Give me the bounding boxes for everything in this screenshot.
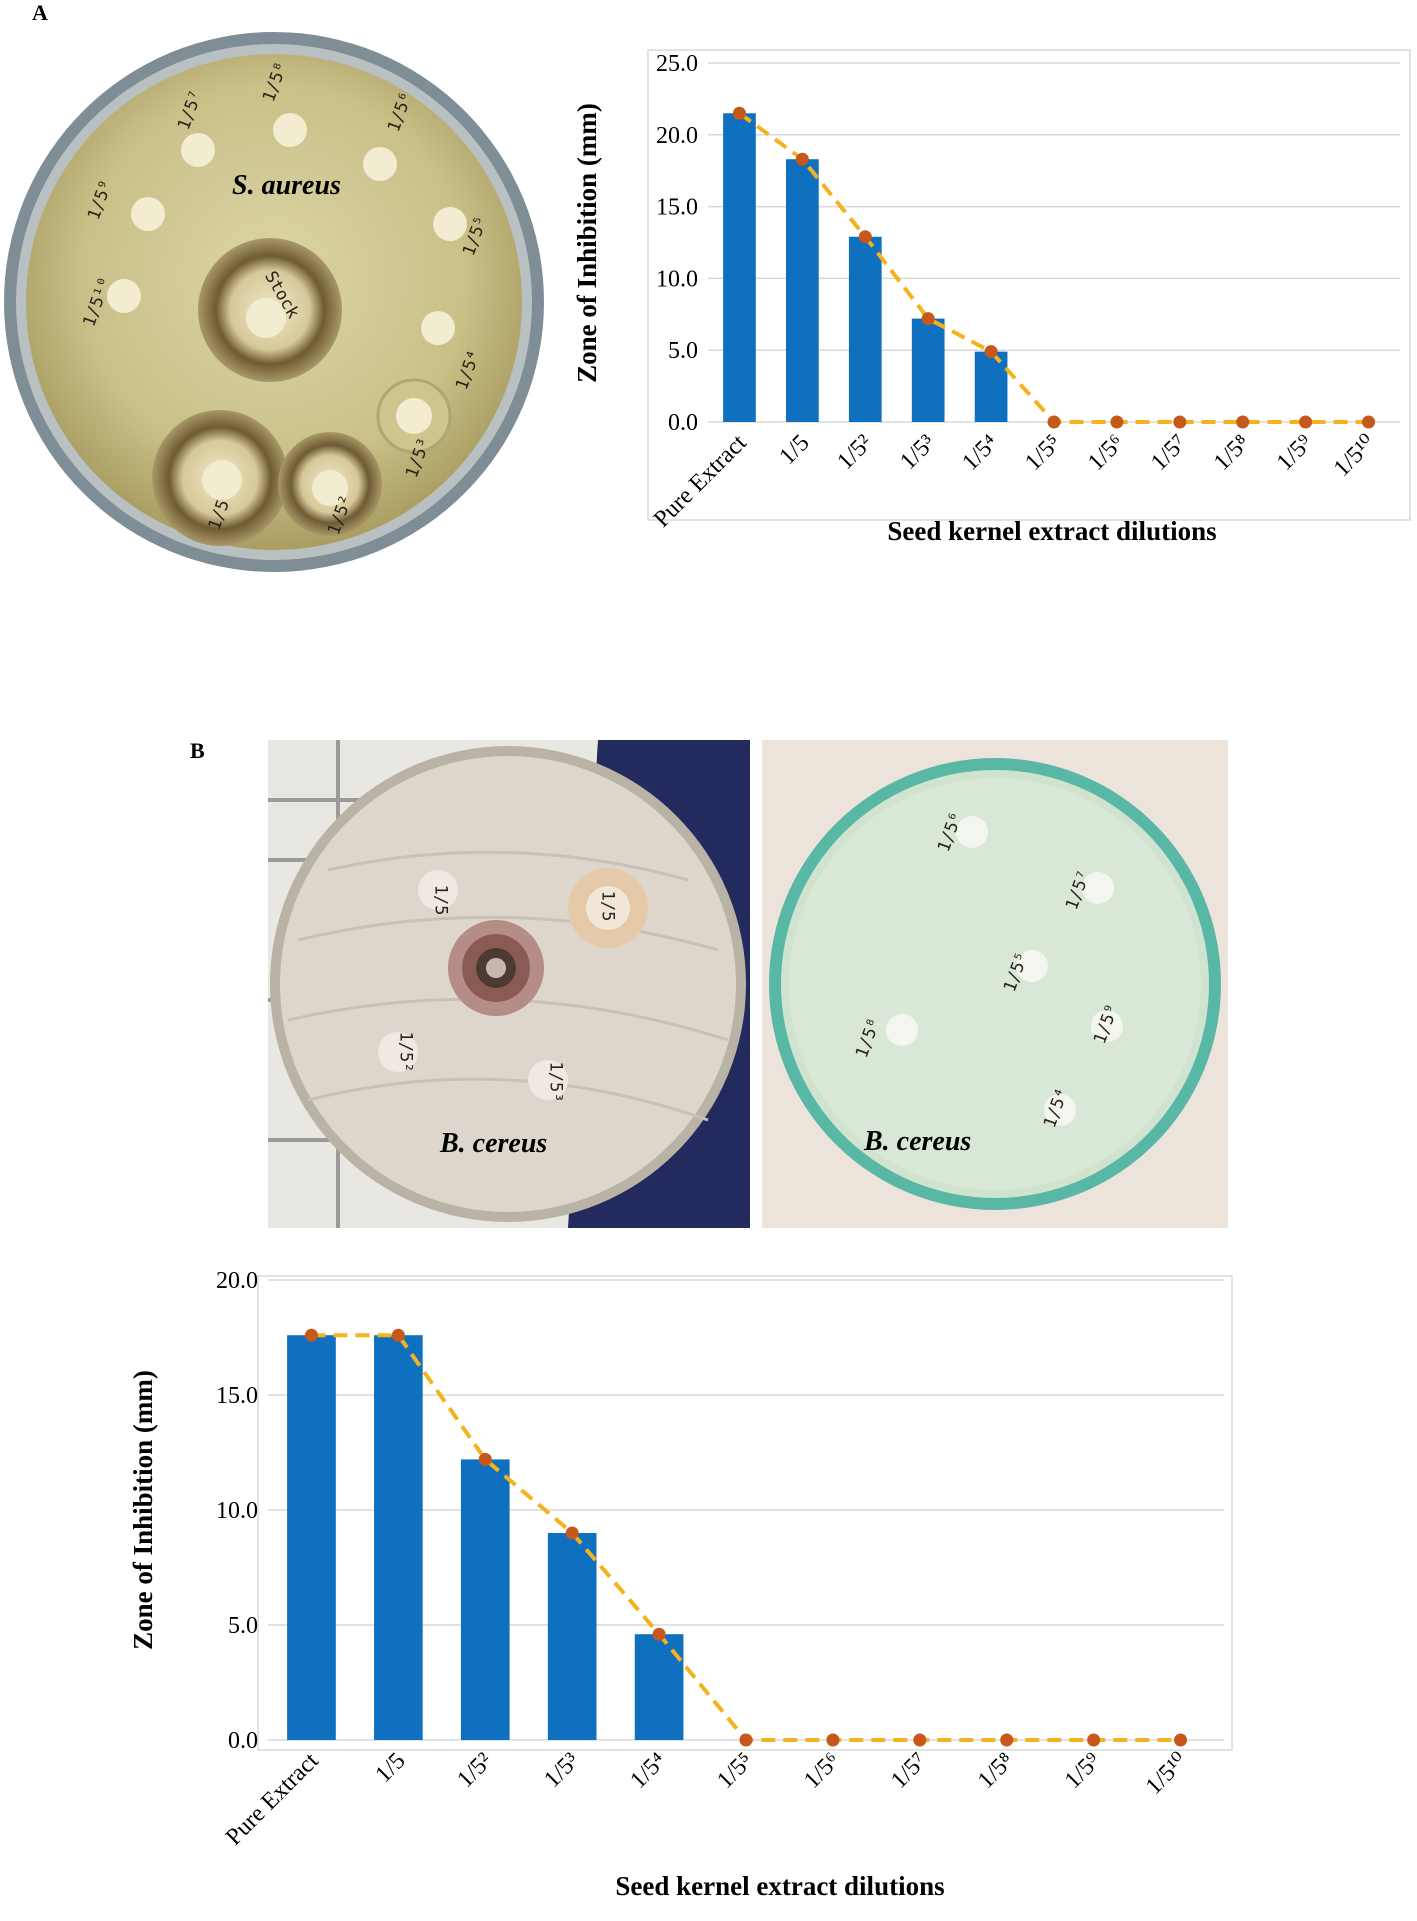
trend-marker (921, 312, 935, 326)
y-tick-label: 20.0 (216, 1268, 258, 1294)
x-tick-label: 1/5⁶ (799, 1748, 845, 1794)
trend-marker (565, 1526, 579, 1540)
x-tick-label: 1/5 (775, 430, 815, 470)
bar (374, 1335, 423, 1740)
bar (634, 1634, 684, 1740)
x-tick-label: 1/5⁹ (1272, 430, 1318, 476)
paper-discs (107, 113, 467, 506)
trend-marker (795, 152, 809, 166)
panel-b-letter: B (190, 738, 205, 763)
x-tick-label: 1/5⁶ (1083, 430, 1129, 476)
x-tick-label: 1/5⁸ (1209, 430, 1255, 476)
plot-frame (647, 49, 1411, 521)
bar (287, 1335, 336, 1740)
y-tick-label: 25.0 (656, 51, 698, 77)
bar (848, 236, 882, 422)
trend-marker (652, 1627, 666, 1641)
y-tick-label: 5.0 (228, 1613, 258, 1639)
x-tick-label: 1/5⁸ (973, 1748, 1019, 1794)
trend-marker (391, 1328, 405, 1342)
bar (974, 351, 1008, 422)
bar (723, 113, 756, 422)
x-tick-label: Pure Extract (221, 1748, 324, 1851)
plate-mark: 1/5³ (545, 1061, 566, 1103)
trend-marker (1047, 415, 1061, 429)
plate-photo-b-cereus-left (268, 740, 750, 1228)
bar (786, 159, 819, 422)
y-tick-label: 10.0 (656, 266, 698, 292)
x-tick-label: 1/5⁴ (625, 1748, 671, 1794)
trend-marker (1110, 415, 1124, 429)
y-axis-label: Zone of Inhibition (mm) (572, 103, 602, 383)
plate-mark: 1/5 (430, 884, 451, 916)
x-tick-label: 1/5⁵ (712, 1748, 758, 1794)
x-tick-label: Pure Extract (649, 430, 752, 533)
trend-marker (732, 106, 746, 120)
x-tick-label: 1/5² (832, 430, 877, 475)
x-tick-label: 1/5¹⁰ (1141, 1748, 1193, 1800)
plate-photo-b-cereus-right (762, 740, 1228, 1228)
x-tick-label: 1/5 (371, 1748, 411, 1788)
paper-discs (886, 816, 1123, 1126)
y-axis-label: Zone of Inhibition (mm) (128, 1370, 158, 1650)
x-tick-label: 1/5¹⁰ (1329, 430, 1381, 482)
trend-marker (1299, 415, 1313, 429)
trend-marker (984, 345, 998, 359)
trend-line (738, 111, 1369, 424)
trend-marker (739, 1733, 753, 1747)
y-tick-label: 15.0 (216, 1383, 258, 1409)
x-tick-label: 1/5⁷ (886, 1748, 932, 1794)
y-tick-label: 20.0 (656, 123, 698, 149)
trend-marker (1173, 415, 1187, 429)
y-tick-label: 0.0 (668, 410, 698, 436)
trend-marker (913, 1733, 927, 1747)
x-axis-label: Seed kernel extract dilutions (887, 516, 1216, 546)
plate-photo-s-aureus (0, 28, 548, 576)
trend-marker (478, 1452, 492, 1466)
x-tick-label: 1/5³ (895, 430, 940, 475)
chart-a-s-aureus: 0.0 5.0 10.0 15.0 20.0 25.0 Pure Extract 1/5 1/5… (572, 49, 1411, 546)
panel-a-letter: A (32, 0, 48, 25)
y-tick-label: 0.0 (228, 1728, 258, 1754)
plate-mark: 1/5 (597, 890, 618, 922)
trend-marker (1000, 1733, 1014, 1747)
trend-marker (1174, 1733, 1188, 1747)
trend-marker (304, 1328, 318, 1342)
x-tick-label: 1/5⁴ (957, 430, 1003, 476)
x-axis-label: Seed kernel extract dilutions (615, 1871, 944, 1901)
bar (460, 1459, 510, 1740)
photo-label-b-cereus-right: B. cereus (864, 1126, 972, 1157)
x-tick-label: 1/5⁵ (1020, 430, 1066, 476)
x-tick-label: 1/5³ (539, 1748, 584, 1793)
photo-label-s-aureus: S. aureus (232, 170, 341, 201)
bar (547, 1533, 597, 1740)
y-tick-label: 5.0 (668, 338, 698, 364)
x-tick-label: 1/5⁹ (1060, 1748, 1106, 1794)
x-tick-label: 1/5² (452, 1748, 497, 1793)
photo-label-b-cereus-left: B. cereus (440, 1128, 548, 1159)
trend-marker (1087, 1733, 1101, 1747)
y-tick-label: 15.0 (656, 195, 698, 221)
plate-mark: 1/5² (395, 1031, 416, 1073)
plot-frame (257, 1275, 1233, 1751)
trend-line (311, 1333, 1181, 1742)
trend-marker (858, 230, 872, 244)
chart-b-b-cereus: 0.0 5.0 10.0 15.0 20.0 Pure Extract 1/5 1/5² 1/5… (128, 1268, 1233, 1901)
trend-marker (1236, 415, 1250, 429)
trend-marker (826, 1733, 840, 1747)
y-tick-label: 10.0 (216, 1498, 258, 1524)
x-tick-label: 1/5⁷ (1146, 430, 1192, 476)
bar (911, 318, 945, 422)
trend-marker (1362, 415, 1376, 429)
